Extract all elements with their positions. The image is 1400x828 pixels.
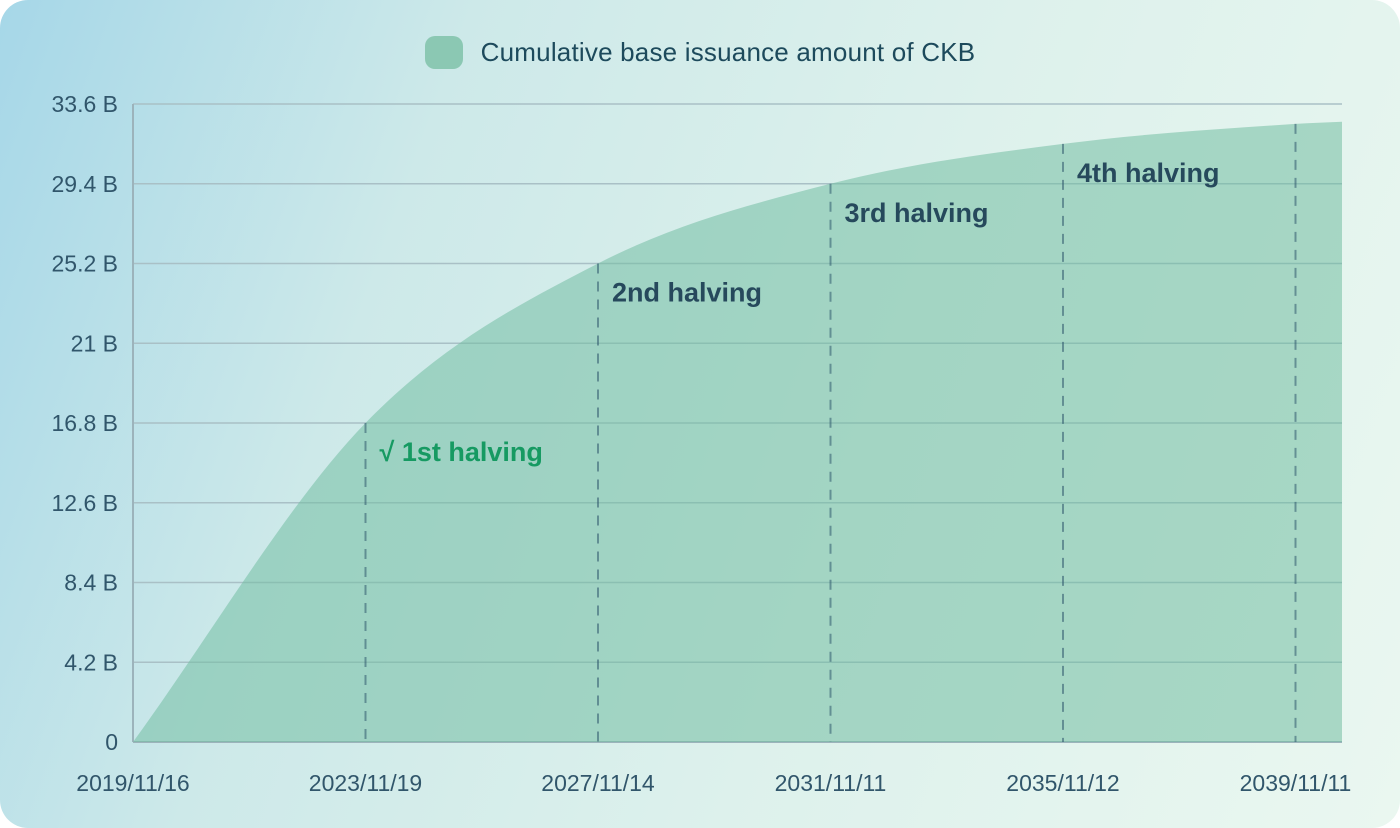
y-tick-label: 4.2 B: [64, 649, 118, 675]
y-tick-label: 33.6 B: [52, 91, 119, 117]
halving-annotation: 3rd halving: [845, 198, 989, 228]
halving-annotation: 2nd halving: [612, 278, 762, 308]
halving-annotation: √ 1st halving: [380, 437, 543, 467]
y-tick-label: 0: [105, 729, 118, 755]
x-tick-label: 2031/11/11: [775, 770, 887, 796]
x-tick-label: 2035/11/12: [1006, 770, 1119, 796]
x-tick-label: 2039/11/11: [1240, 770, 1352, 796]
chart-legend: Cumulative base issuance amount of CKB: [0, 36, 1400, 69]
legend-label: Cumulative base issuance amount of CKB: [480, 37, 976, 67]
y-tick-label: 21 B: [71, 330, 118, 356]
x-tick-label: 2027/11/14: [541, 770, 655, 796]
y-tick-label: 8.4 B: [64, 570, 118, 596]
y-tick-label: 29.4 B: [52, 171, 119, 197]
y-tick-label: 16.8 B: [52, 410, 119, 436]
legend-swatch-icon: [424, 36, 463, 69]
issuance-area-fill: [133, 121, 1342, 743]
x-tick-label: 2023/11/19: [309, 770, 422, 796]
y-tick-label: 12.6 B: [52, 490, 119, 516]
halving-annotation: 4th halving: [1077, 158, 1220, 188]
y-tick-label: 25.2 B: [52, 251, 119, 277]
x-tick-label: 2019/11/16: [76, 770, 189, 796]
